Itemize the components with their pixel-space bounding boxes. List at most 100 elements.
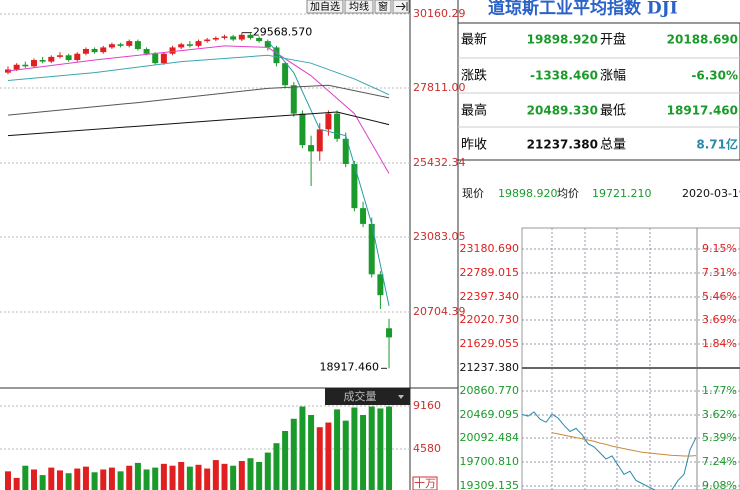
- pct-tick-label: 5.46%: [702, 290, 737, 303]
- dropdown-icon: [398, 395, 404, 399]
- toolbar-label: 均线: [349, 0, 369, 13]
- price-tick-label: 19700.810: [460, 455, 520, 468]
- volume-bar: [282, 430, 289, 490]
- candle-body: [325, 113, 332, 130]
- candle-body: [308, 145, 315, 152]
- toolbar-label: 窗: [378, 0, 388, 13]
- volume-bar: [221, 463, 228, 490]
- volume-bar: [56, 470, 63, 490]
- kline-plot: [5, 32, 393, 369]
- candle-body: [316, 129, 323, 152]
- quote-title: 道琼斯工业平均指数 DJI: [488, 0, 678, 19]
- toolbar-button[interactable]: [374, 0, 392, 14]
- pct-tick-label: 1.84%: [702, 337, 737, 350]
- field-label: 昨收: [461, 138, 487, 153]
- volume-bar: [74, 468, 81, 490]
- intraday-header: 2020-03-19: [682, 187, 740, 200]
- candle-body: [342, 138, 349, 165]
- candle-body: [186, 44, 193, 46]
- field-value: 19898.920: [527, 33, 598, 47]
- intraday-header: 现价: [462, 187, 484, 200]
- pct-tick-label: 7.24%: [702, 455, 737, 468]
- candle-body: [386, 328, 393, 338]
- volume-bar: [360, 415, 367, 490]
- price-tick-label: 23180.690: [460, 242, 520, 255]
- price-tick-label: 30160.29: [413, 7, 466, 20]
- volume-bar: [264, 452, 271, 490]
- moving-average: [267, 40, 390, 306]
- price-tick-label: 23083.05: [413, 230, 466, 243]
- candle-body: [143, 48, 150, 54]
- candle-body: [82, 48, 89, 54]
- volume-bar: [247, 458, 254, 490]
- volume-bar: [290, 418, 297, 490]
- volume-bar: [256, 461, 263, 490]
- candle-body: [360, 208, 367, 224]
- intraday-plot: [522, 411, 697, 490]
- candle-body: [195, 41, 202, 46]
- field-value: 21237.380: [527, 138, 598, 152]
- volume-bar: [152, 467, 159, 490]
- price-tick-label: 20704.39: [413, 305, 466, 318]
- price-tick-label: 19309.135: [460, 479, 520, 490]
- volume-bar: [108, 467, 115, 490]
- field-value: -1338.460: [530, 69, 598, 83]
- candle-body: [48, 56, 55, 62]
- volume-bar: [230, 465, 237, 490]
- candle-body: [264, 41, 271, 48]
- volume-bar: [334, 409, 341, 490]
- pct-tick-label: 7.31%: [702, 266, 737, 279]
- toolbar-button[interactable]: [306, 0, 344, 14]
- candle-body: [22, 64, 29, 67]
- price-tick-label: 20469.095: [460, 408, 520, 421]
- candle-body: [334, 113, 341, 139]
- pct-tick-label: 9.15%: [702, 242, 737, 255]
- candle-body: [91, 48, 98, 53]
- candle-body: [273, 47, 280, 64]
- volume-bar: [308, 415, 315, 490]
- candle-body: [351, 164, 358, 209]
- price-tick-label: 21237.380: [460, 361, 520, 374]
- price-tick-label: 27811.00: [413, 81, 466, 94]
- intraday-frame: [521, 227, 740, 490]
- price-tick-label: 25432.34: [413, 156, 466, 169]
- volume-tick-label: 4580: [413, 442, 441, 455]
- candle-body: [126, 41, 133, 46]
- candle-body: [160, 53, 167, 64]
- candle-body: [30, 60, 37, 67]
- candle-body: [65, 55, 72, 61]
- candle-body: [169, 47, 176, 54]
- high-annotation: 29568.570: [253, 26, 313, 39]
- toolbar-button[interactable]: [344, 0, 374, 14]
- candle-body: [221, 36, 228, 38]
- volume-bar: [13, 477, 20, 490]
- price-line: [522, 411, 697, 490]
- avg-line: [551, 432, 697, 457]
- volume-bar: [134, 462, 141, 490]
- volume-bar: [325, 422, 332, 490]
- pct-tick-label: 1.77%: [702, 384, 737, 397]
- volume-bar: [342, 420, 349, 490]
- volume-unit: 十万: [414, 476, 436, 490]
- toolbar-label: 加自选: [310, 0, 340, 13]
- candle-body: [212, 37, 219, 40]
- pct-tick-label: 3.69%: [702, 313, 737, 326]
- candle-body: [247, 34, 254, 38]
- candle-body: [13, 64, 20, 70]
- volume-bar: [82, 466, 89, 490]
- field-label: 总量: [600, 138, 626, 153]
- pct-tick-label: 3.62%: [702, 408, 737, 421]
- price-tick-label: 20860.770: [460, 384, 520, 397]
- volume-bar: [273, 443, 280, 490]
- moving-average: [7, 45, 390, 174]
- candle-body: [299, 113, 306, 146]
- moving-average: [7, 111, 390, 137]
- volume-tab: [325, 388, 410, 405]
- field-value: 20489.330: [527, 104, 598, 118]
- candle-body: [39, 60, 46, 62]
- moving-average: [7, 84, 390, 116]
- volume-bar: [377, 408, 384, 490]
- volume-bar: [30, 469, 37, 490]
- price-tick-label: 22397.340: [460, 290, 520, 303]
- unit-box: [412, 476, 438, 490]
